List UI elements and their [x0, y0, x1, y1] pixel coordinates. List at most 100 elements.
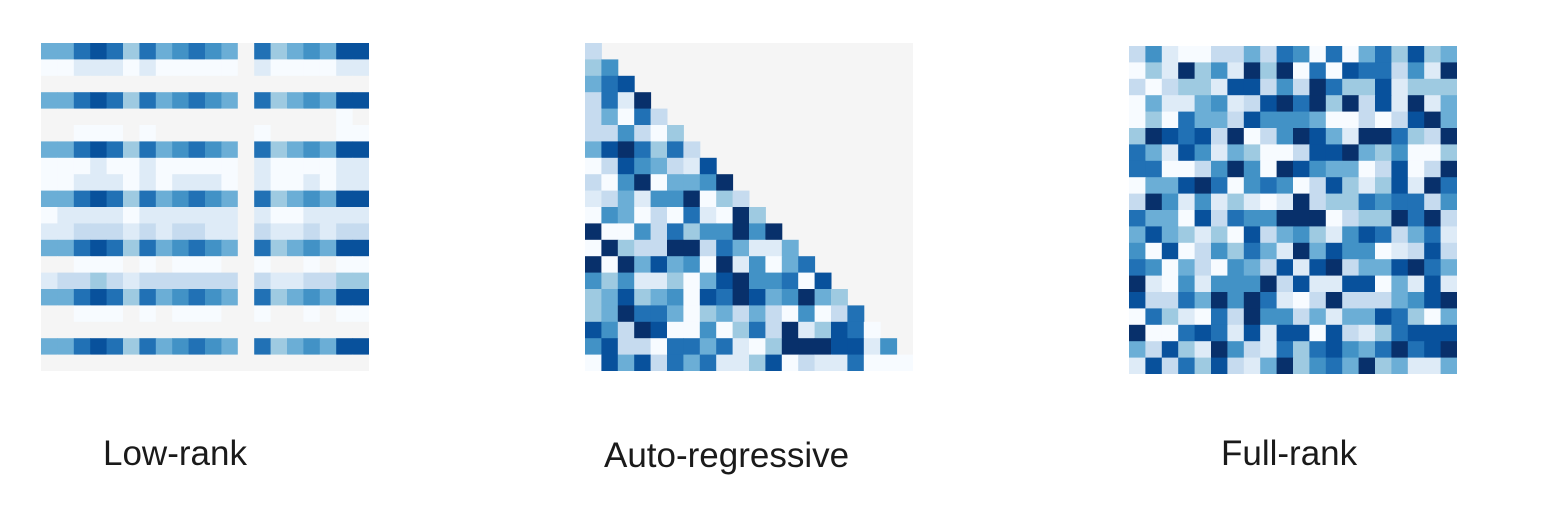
matrix-cell [90, 289, 108, 306]
matrix-cell [205, 305, 222, 323]
matrix-cell [270, 321, 288, 339]
matrix-cell [1424, 160, 1442, 178]
matrix-cell [617, 125, 635, 142]
matrix-cell [1293, 210, 1310, 227]
matrix-cell [1129, 210, 1146, 227]
matrix-cell [123, 321, 140, 339]
matrix-cell [1276, 46, 1294, 63]
matrix-cell [814, 305, 832, 323]
matrix-cell [1309, 160, 1327, 178]
matrix-cell [716, 256, 734, 274]
matrix-cell [585, 272, 602, 290]
matrix-cell [172, 207, 190, 224]
matrix-cell [585, 338, 602, 356]
matrix-cell [319, 92, 337, 110]
matrix-cell [41, 272, 58, 290]
matrix-cell [667, 256, 684, 274]
matrix-cell [205, 108, 222, 126]
matrix-cell [716, 305, 734, 323]
matrix-cell [270, 125, 288, 142]
matrix-cell [336, 59, 354, 77]
matrix-cell [634, 289, 652, 306]
matrix-cell [1243, 357, 1261, 374]
matrix-cell [1227, 78, 1245, 96]
matrix-cell [352, 190, 369, 208]
matrix-cell [683, 223, 701, 241]
matrix-cell [683, 141, 701, 159]
matrix-cell [237, 141, 255, 159]
matrix-cell [617, 289, 635, 306]
matrix-cell [106, 43, 124, 60]
matrix-cell [831, 354, 848, 371]
matrix-cell [1211, 144, 1228, 162]
matrix-cell [155, 75, 173, 93]
matrix-cell [1358, 160, 1376, 178]
matrix-cell [1211, 275, 1228, 293]
matrix-cell [1161, 292, 1179, 309]
matrix-cell [1342, 193, 1360, 211]
matrix-cell [1178, 193, 1196, 211]
matrix-cell [585, 92, 602, 110]
matrix-cell [1375, 259, 1392, 277]
matrix-cell [1391, 308, 1409, 326]
matrix-cell [650, 125, 668, 142]
matrix-cell [585, 321, 602, 339]
matrix-cell [1227, 210, 1245, 227]
matrix-cell [1325, 275, 1343, 293]
matrix-cell [41, 125, 58, 142]
matrix-cell [585, 223, 602, 241]
matrix-cell [205, 75, 222, 93]
matrix-cell [41, 108, 58, 126]
matrix-cell [601, 305, 619, 323]
matrix-cell [781, 256, 799, 274]
matrix-cell [336, 174, 354, 192]
matrix-cell [716, 338, 734, 356]
matrix-cell [1391, 210, 1409, 227]
matrix-cell [270, 59, 288, 77]
matrix-cell [1440, 308, 1457, 326]
matrix-cell [352, 157, 369, 175]
matrix-cell [188, 125, 206, 142]
matrix-cell [57, 256, 75, 274]
matrix-cell [601, 92, 619, 110]
matrix-cell [41, 256, 58, 274]
matrix-cell [634, 354, 652, 371]
matrix-cell [57, 289, 75, 306]
matrix-cell [188, 239, 206, 257]
matrix-cell [667, 272, 684, 290]
matrix-cell [1325, 341, 1343, 359]
matrix-cell [1407, 144, 1425, 162]
matrix-cell [123, 75, 140, 93]
matrix-cell [699, 157, 717, 175]
matrix-cell [650, 239, 668, 257]
matrix-cell [1325, 193, 1343, 211]
matrix-cell [1407, 324, 1425, 342]
matrix-cell [1358, 308, 1376, 326]
matrix-cell [172, 125, 190, 142]
matrix-cell [237, 92, 255, 110]
matrix-cell [287, 141, 304, 159]
matrix-cell [1293, 324, 1310, 342]
matrix-cell [1375, 357, 1392, 374]
matrix-cell [303, 305, 321, 323]
matrix-cell [237, 289, 255, 306]
matrix-cell [172, 272, 190, 290]
matrix-cell [270, 289, 288, 306]
matrix-cell [319, 141, 337, 159]
matrix-cell [1325, 46, 1343, 63]
matrix-cell [1178, 341, 1196, 359]
matrix-cell [41, 338, 58, 356]
matrix-cell [1424, 177, 1442, 195]
matrix-cell [303, 43, 321, 60]
matrix-cell [749, 321, 766, 339]
matrix-cell [1293, 177, 1310, 195]
matrix-cell [585, 43, 602, 60]
matrix-cell [1293, 160, 1310, 178]
matrix-cell [155, 43, 173, 60]
matrix-cell [1391, 193, 1409, 211]
matrix-cell [123, 141, 140, 159]
matrix-cell [205, 354, 222, 371]
matrix-cell [270, 354, 288, 371]
matrix-cell [1391, 341, 1409, 359]
matrix-cell [683, 174, 701, 192]
